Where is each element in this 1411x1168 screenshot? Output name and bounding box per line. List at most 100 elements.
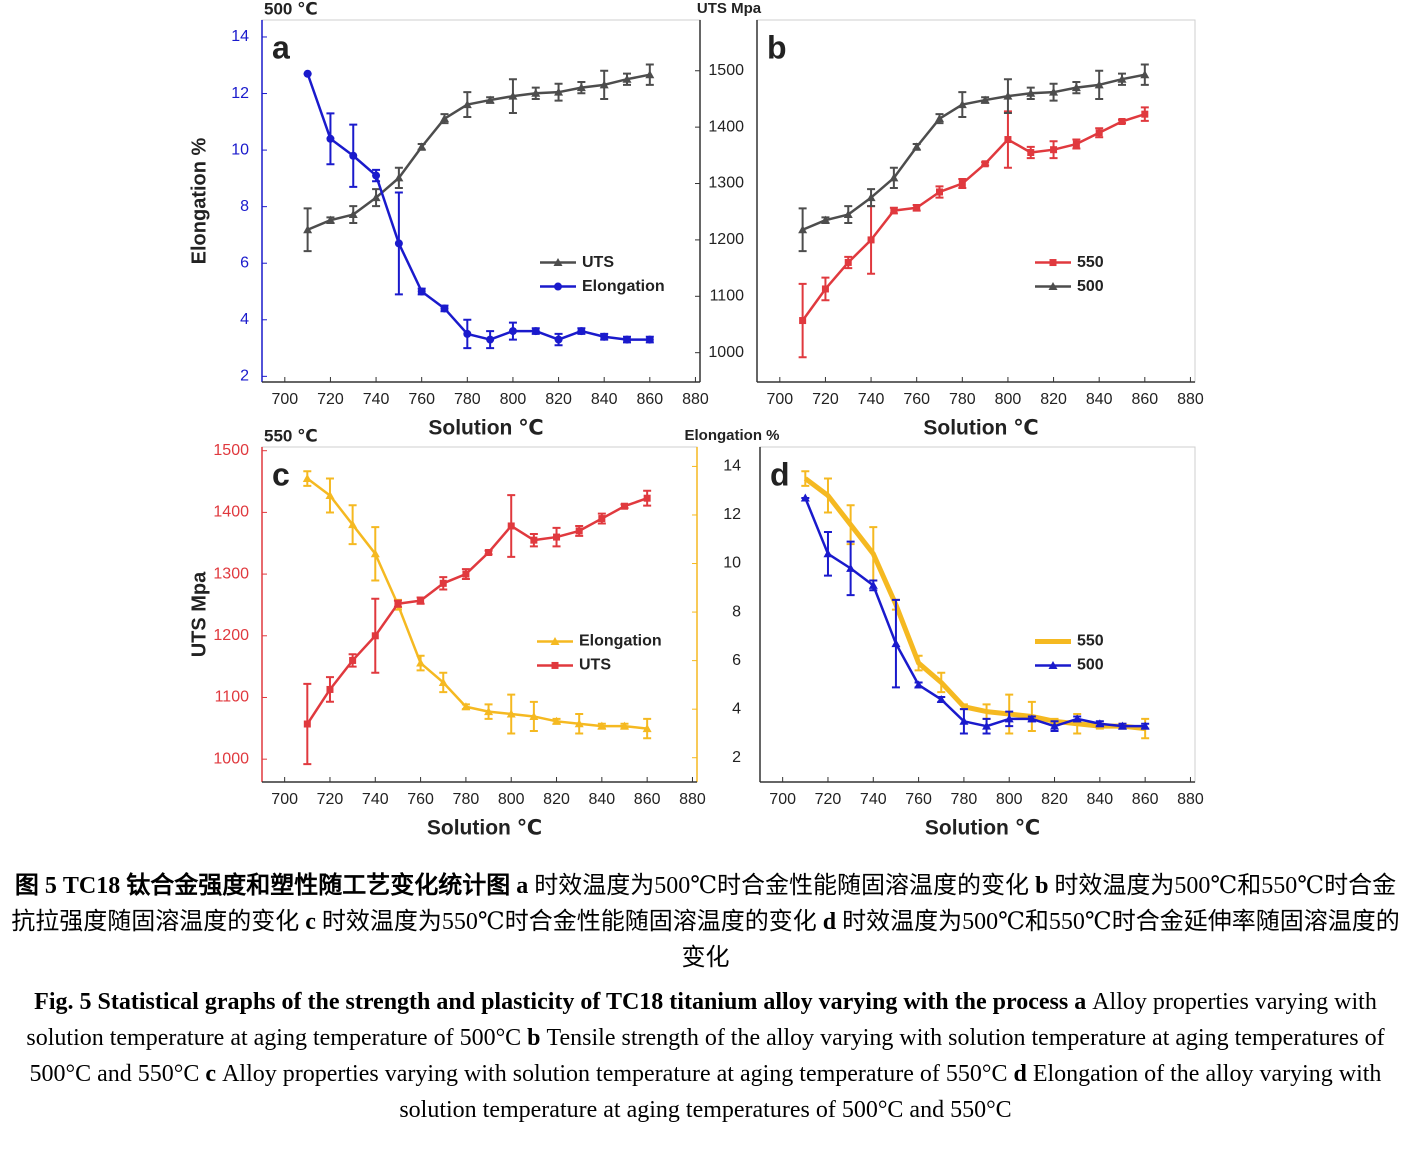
marker (554, 282, 562, 291)
x-tick-label: 820 (1040, 391, 1067, 408)
marker (485, 548, 493, 556)
y2-tick-label: 1100 (710, 288, 745, 305)
marker (394, 239, 403, 248)
marker (1095, 129, 1103, 137)
marker (844, 258, 852, 266)
error-bar (823, 477, 832, 514)
marker (1141, 110, 1149, 118)
marker (599, 80, 609, 89)
marker (417, 597, 425, 605)
y2-tick-label: 10 (723, 555, 741, 572)
marker (507, 522, 515, 530)
marker (821, 285, 829, 293)
marker (866, 193, 876, 202)
y-tick-label: 8 (240, 198, 249, 215)
caption-zh: 图 5 TC18 钛合金强度和塑性随工艺变化统计图 a 时效温度为500℃时合金… (8, 868, 1403, 976)
marker (417, 287, 426, 296)
caption-text: d (816, 909, 843, 935)
marker (554, 335, 563, 344)
marker (1050, 721, 1060, 730)
x-tick-label: 780 (951, 791, 978, 808)
plot-frame (261, 19, 701, 383)
marker (529, 711, 539, 720)
panel-label: d (770, 456, 790, 492)
y-axis-title: UTS Mpa (188, 571, 210, 657)
marker (936, 694, 946, 703)
marker (508, 91, 518, 100)
marker (645, 335, 654, 344)
caption-en: Fig. 5 Statistical graphs of the strengt… (8, 984, 1403, 1128)
legend-label: 550 (1077, 633, 1104, 650)
y-tick-label: 10 (231, 141, 249, 158)
legend-label: 500 (1077, 657, 1104, 674)
plot-frame (756, 19, 1196, 383)
y-axis-title: Elongation % (188, 137, 210, 264)
x-tick-label: 800 (995, 391, 1022, 408)
x-tick-label: 860 (1131, 391, 1158, 408)
x-tick-label: 720 (317, 391, 344, 408)
marker (462, 570, 470, 578)
marker (552, 716, 562, 725)
marker (551, 661, 559, 669)
marker (643, 494, 651, 502)
y-axis-title: Elongation % (685, 427, 780, 444)
marker (575, 527, 583, 535)
marker (461, 702, 471, 711)
marker (440, 304, 449, 313)
marker (936, 188, 943, 196)
x-tick-label: 780 (949, 391, 976, 408)
series-line (306, 73, 650, 341)
marker (506, 709, 516, 718)
marker (531, 327, 540, 336)
x-tick-label: 820 (543, 791, 570, 808)
y-tick-label: 1200 (213, 627, 249, 644)
panel-label: c (272, 456, 290, 492)
caption-text: Alloy properties varying with solution t… (222, 1061, 1008, 1087)
y2-tick-label: 1400 (708, 118, 744, 135)
y-tick-label: 1100 (215, 689, 250, 706)
marker (325, 491, 335, 500)
marker (891, 639, 901, 648)
marker (463, 329, 472, 338)
marker (1003, 91, 1013, 100)
marker (325, 215, 335, 224)
marker (823, 549, 833, 558)
marker (868, 580, 878, 589)
marker (1118, 117, 1126, 125)
x-axis-title: Solution ℃ (427, 817, 542, 840)
marker (1048, 282, 1058, 291)
caption-text: 时效温度为500℃和550℃时合金抗拉强度随固溶温度的变化 (11, 873, 1397, 935)
x-tick-label: 760 (905, 791, 932, 808)
x-tick-label: 880 (1177, 791, 1204, 808)
marker (843, 210, 853, 219)
legend-label: UTS (579, 657, 611, 674)
marker (303, 720, 311, 728)
marker (800, 493, 810, 502)
y-axis-title: UTS Mpa (697, 0, 762, 17)
marker (1072, 140, 1080, 148)
x-tick-label: 880 (1177, 391, 1204, 408)
caption-text: Elongation of the alloy varying with sol… (399, 1061, 1382, 1123)
series-line (306, 477, 648, 730)
y2-tick-label: 1000 (708, 344, 744, 361)
marker (623, 335, 631, 344)
marker (1049, 259, 1057, 267)
marker (889, 173, 899, 182)
x-axis-title: Solution ℃ (925, 817, 1040, 840)
marker (554, 87, 564, 96)
x-tick-label: 700 (271, 791, 298, 808)
x-axis-title: Solution ℃ (923, 417, 1038, 440)
series-line (803, 476, 1146, 732)
marker (959, 716, 969, 725)
annotation: 550 ℃ (264, 426, 318, 445)
marker (485, 95, 495, 104)
x-tick-label: 800 (996, 791, 1023, 808)
marker (597, 721, 607, 730)
y-tick-label: 12 (231, 85, 249, 102)
legend-label: 550 (1077, 254, 1104, 271)
x-tick-label: 840 (588, 791, 615, 808)
marker (1027, 714, 1037, 723)
series-line (802, 73, 1146, 231)
marker (846, 563, 856, 572)
